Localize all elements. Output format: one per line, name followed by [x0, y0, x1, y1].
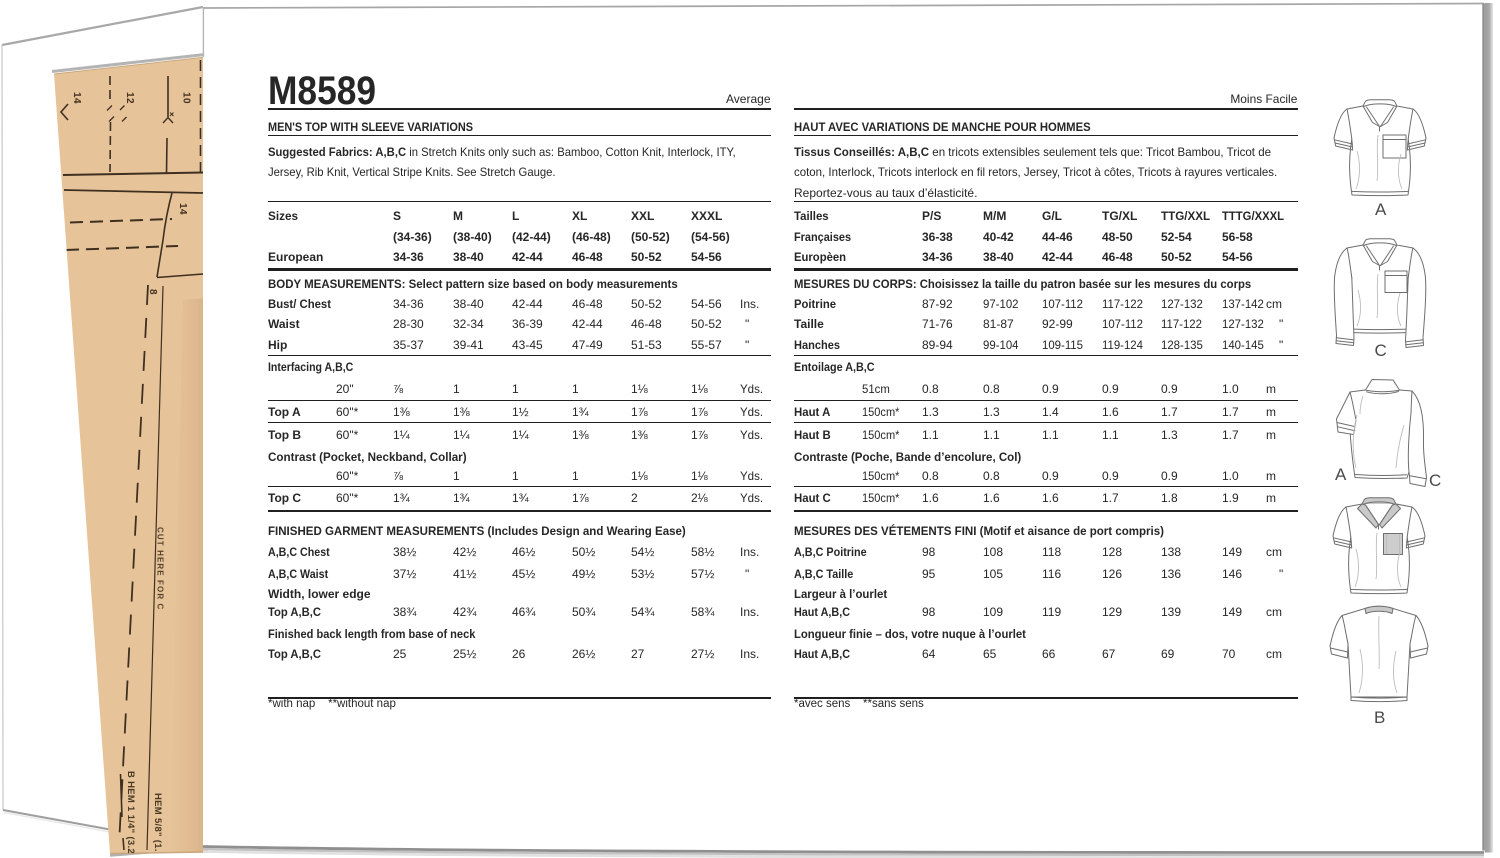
svg-text:C: C	[1375, 341, 1387, 360]
svg-text:A: A	[1335, 465, 1347, 484]
svg-text:12: 12	[124, 92, 135, 104]
svg-text:14: 14	[71, 92, 82, 104]
svg-text:B HEM 1 1/4" (3.2 C: B HEM 1 1/4" (3.2 C	[125, 771, 136, 858]
svg-text:CUT HERE FOR C: CUT HERE FOR C	[156, 527, 165, 610]
svg-text:10: 10	[181, 92, 192, 104]
svg-text:B: B	[1374, 708, 1385, 727]
svg-text:C: C	[1429, 471, 1441, 490]
svg-text:14: 14	[177, 203, 188, 215]
svg-text:HEM 5/8" (1.: HEM 5/8" (1.	[152, 793, 163, 852]
svg-text:A: A	[1375, 200, 1387, 219]
svg-text:8: 8	[147, 289, 158, 295]
